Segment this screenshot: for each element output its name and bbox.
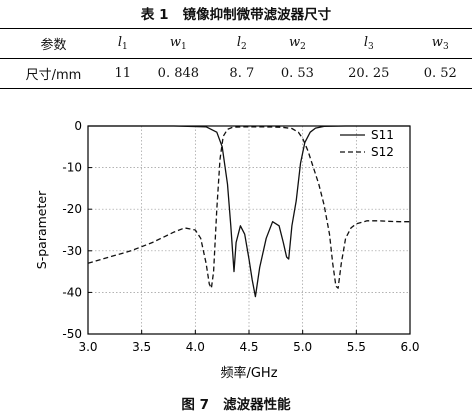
header-col-w2: w2 [265,28,330,59]
x-tick-label: 4.0 [186,340,205,354]
y-tick-label: -10 [62,161,82,175]
table-row: 尺寸/mm 11 0. 848 8. 7 0. 53 20. 25 0. 52 [0,58,472,89]
table-caption-number: 表 1 [140,7,169,23]
header-col-symbol: w [431,35,443,50]
header-col-symbol: l [236,35,242,50]
chart-grid [87,125,411,335]
axis-ticks: 3.0 3.5 4.0 4.5 5.0 5.5 6.0 0 -10 -20 -30 -40 -50 [62,119,419,354]
header-col-subscript: 1 [181,42,187,52]
header-col-l3: l3 [329,28,409,59]
x-tick-label: 5.5 [347,340,366,354]
series-line-s11 [88,125,410,298]
y-tick-label: -40 [62,285,82,299]
row-label: 尺寸/mm [0,58,107,89]
legend-label-s11: S11 [371,128,394,142]
x-tick-label: 4.5 [239,340,258,354]
header-col-subscript: 2 [241,42,247,52]
figure-caption: 图 7 滤波器性能 [0,393,472,413]
header-col-symbol: l [117,35,123,50]
x-tick-label: 6.0 [400,340,419,354]
table-caption: 表 1 镜像抑制微带滤波器尺寸 [0,3,472,23]
y-tick-label: -20 [62,202,82,216]
table-cell: 11 [106,58,139,89]
table-caption-text: 镜像抑制微带滤波器尺寸 [182,7,332,23]
y-tick-label: 0 [74,119,82,133]
series-line-s12 [87,126,410,289]
x-tick-label: 3.5 [132,340,151,354]
figure-caption-text: 滤波器性能 [223,397,291,413]
header-param-label: 参数 [0,28,107,59]
table-cell: 0. 52 [408,58,472,89]
y-tick-label: -50 [62,327,82,341]
figure-caption-number: 图 7 [181,397,209,413]
table-cell: 8. 7 [218,58,266,89]
header-col-symbol: l [363,35,368,50]
header-col-l2: l2 [218,28,266,59]
header-col-w3: w3 [408,28,472,59]
dimension-table: 参数 l1 w1 l2 w2 l3 w3 尺寸/mm 11 0. 848 8. … [0,28,472,89]
header-col-l1: l1 [106,28,139,59]
header-col-subscript: 3 [368,42,374,52]
header-col-symbol: w [169,35,182,50]
plot-frame [87,125,411,335]
header-col-subscript: 2 [300,42,306,52]
y-tick-label: -30 [62,244,82,258]
legend-label-s12: S12 [371,145,394,159]
s-parameter-chart: 3.0 3.5 4.0 4.5 5.0 5.5 6.0 0 -10 -20 -30 -40 -50 S1… [34,119,420,381]
header-col-w1: w1 [138,28,219,59]
x-axis-label: 频率/GHz [220,365,277,381]
header-col-subscript: 1 [122,42,128,52]
y-axis-label: S-parameter [34,190,49,269]
header-col-subscript: 3 [442,42,449,52]
table-cell: 0. 53 [265,58,330,89]
header-col-symbol: w [288,35,301,50]
table-cell: 20. 25 [329,58,409,89]
table-header-row: 参数 l1 w1 l2 w2 l3 w3 [0,28,472,59]
x-tick-label: 3.0 [78,340,97,354]
x-tick-label: 5.0 [293,340,312,354]
table-cell: 0. 848 [138,58,219,89]
chart-series [87,125,410,298]
